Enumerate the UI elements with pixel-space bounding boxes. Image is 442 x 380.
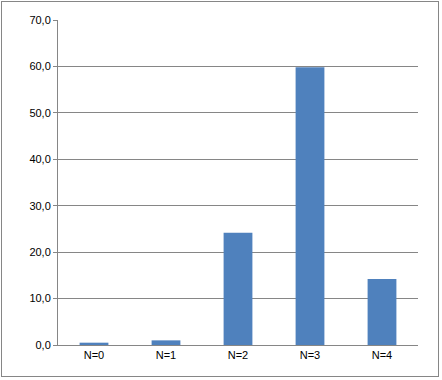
svg-text:40,0: 40,0 [29,153,50,165]
svg-text:N=4: N=4 [372,349,393,361]
svg-text:20,0: 20,0 [29,246,50,258]
svg-text:50,0: 50,0 [29,107,50,119]
svg-text:70,0: 70,0 [29,14,50,26]
svg-text:N=0: N=0 [84,349,105,361]
svg-text:N=3: N=3 [300,349,321,361]
svg-text:0,0: 0,0 [36,339,51,351]
svg-text:30,0: 30,0 [29,200,50,212]
svg-text:10,0: 10,0 [29,292,50,304]
svg-text:N=2: N=2 [228,349,249,361]
svg-text:N=1: N=1 [156,349,177,361]
svg-text:60,0: 60,0 [29,60,50,72]
